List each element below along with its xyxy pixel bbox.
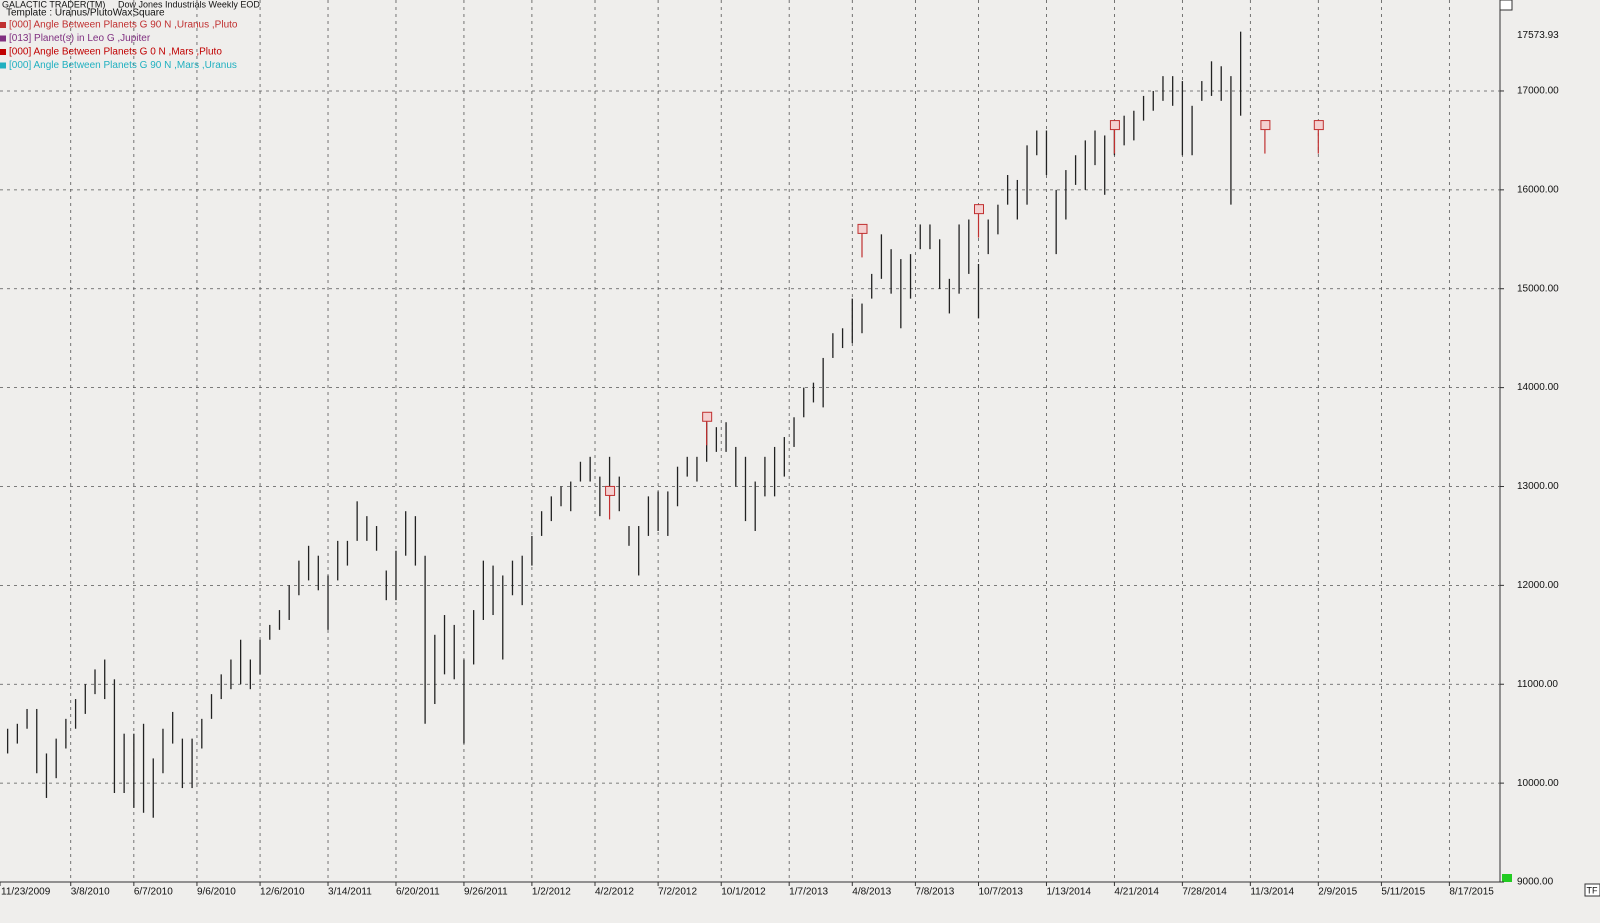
x-tick-label: 12/6/2010 bbox=[260, 887, 305, 898]
x-tick-label: 6/20/2011 bbox=[396, 887, 440, 898]
event-marker bbox=[1313, 120, 1324, 131]
x-tick-label: 4/2/2012 bbox=[595, 887, 634, 898]
event-marker bbox=[702, 411, 713, 422]
legend-label: [000] Angle Between Planets G 90 N ,Mars… bbox=[9, 60, 237, 71]
tf-button-label[interactable]: TF bbox=[1587, 885, 1598, 895]
tf-button[interactable] bbox=[1584, 883, 1600, 897]
x-tick-label: 3/14/2011 bbox=[328, 887, 372, 898]
legend-label: [013] Planet(s) in Leo G ,Jupiter bbox=[9, 33, 151, 44]
legend-label: [000] Angle Between Planets G 0 N ,Mars … bbox=[9, 47, 222, 58]
chart-title: GALACTIC TRADER(TM) bbox=[2, 0, 105, 9]
x-tick-label: 8/17/2015 bbox=[1449, 887, 1494, 898]
y-tick-label: 9000.00 bbox=[1517, 877, 1554, 888]
x-tick-label: 7/2/2012 bbox=[658, 887, 697, 898]
y-tick-label: 11000.00 bbox=[1517, 679, 1558, 690]
x-tick-label: 6/7/2010 bbox=[134, 887, 173, 898]
event-marker bbox=[1109, 120, 1120, 131]
event-marker bbox=[1260, 120, 1271, 131]
x-tick-label: 9/26/2011 bbox=[464, 887, 508, 898]
x-tick-label: 11/3/2014 bbox=[1250, 887, 1294, 898]
x-tick-label: 5/11/2015 bbox=[1381, 887, 1425, 898]
y-tick-label: 15000.00 bbox=[1517, 283, 1559, 294]
legend-swatch bbox=[0, 62, 6, 69]
x-tick-label: 4/21/2014 bbox=[1114, 887, 1159, 898]
template-name: Template : Uranus/PlutoWaxSquare bbox=[6, 8, 165, 19]
x-tick-label: 2/9/2015 bbox=[1318, 887, 1357, 898]
legend-swatch bbox=[0, 49, 6, 55]
status-indicator bbox=[1502, 874, 1512, 882]
x-tick-label: 9/6/2010 bbox=[197, 887, 236, 898]
x-tick-label: 10/1/2012 bbox=[721, 887, 766, 898]
y-tick-label: 17000.00 bbox=[1517, 86, 1559, 97]
y-tick-label: 13000.00 bbox=[1517, 481, 1559, 492]
event-marker bbox=[974, 204, 985, 215]
x-tick-label: 11/23/2009 bbox=[1, 887, 51, 898]
x-tick-label: 4/8/2013 bbox=[852, 887, 891, 898]
y-tick-label: 12000.00 bbox=[1517, 580, 1559, 591]
legend-label: [000] Angle Between Planets G 90 N ,Uran… bbox=[9, 20, 238, 31]
event-marker bbox=[605, 485, 616, 496]
y-tick-label: 14000.00 bbox=[1517, 382, 1559, 393]
x-tick-label: 10/7/2013 bbox=[979, 887, 1024, 898]
x-tick-label: 3/8/2010 bbox=[71, 887, 110, 898]
x-tick-label: 7/28/2014 bbox=[1182, 887, 1227, 898]
y-tick-label: 10000.00 bbox=[1517, 778, 1559, 789]
event-marker bbox=[857, 223, 868, 234]
legend-swatch bbox=[0, 22, 6, 28]
x-tick-label: 1/2/2012 bbox=[532, 887, 571, 898]
corner-toggle[interactable] bbox=[1499, 0, 1513, 11]
y-tick-label: 16000.00 bbox=[1517, 184, 1559, 195]
legend-swatch bbox=[0, 35, 6, 42]
x-tick-label: 1/13/2014 bbox=[1046, 887, 1091, 898]
last-value-label: 17573.93 bbox=[1517, 30, 1559, 41]
chart-subtitle: Dow Jones Industrials Weekly EOD bbox=[118, 0, 260, 9]
x-tick-label: 7/8/2013 bbox=[915, 887, 954, 898]
x-tick-label: 1/7/2013 bbox=[789, 887, 828, 898]
